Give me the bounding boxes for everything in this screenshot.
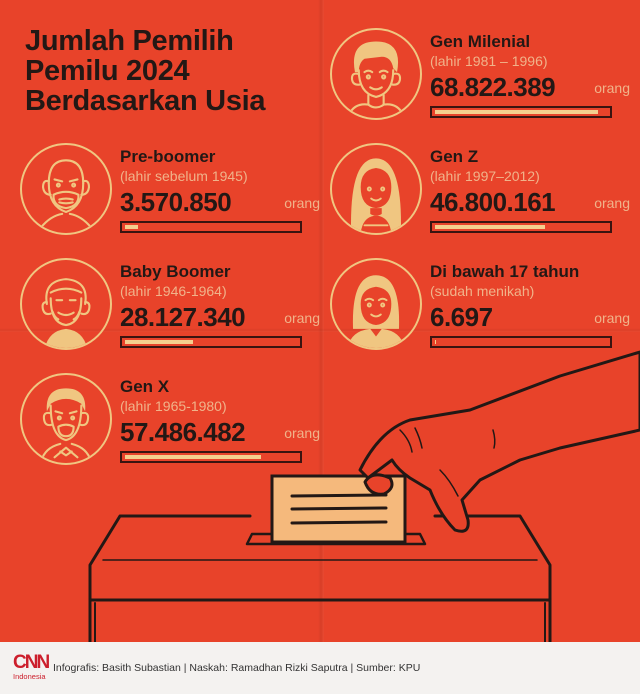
- ballot-box-illustration: [88, 350, 640, 642]
- group-bar-fill: [125, 340, 193, 344]
- group-unit: orang: [594, 310, 630, 326]
- paper-fold-vertical: [318, 0, 324, 642]
- group-bar-fill: [435, 110, 598, 114]
- group-birth-range: (lahir 1997–2012): [430, 168, 540, 184]
- group-name: Di bawah 17 tahun: [430, 262, 580, 281]
- group-card-gen-z: Gen Z (lahir 1997–2012) 46.800.161 orang: [330, 143, 630, 243]
- footer: CNN Indonesia Infografis: Basith Subasti…: [0, 642, 640, 694]
- group-unit: orang: [594, 195, 630, 211]
- group-name: Gen Z: [430, 147, 479, 166]
- group-voter-count: 6.697: [430, 302, 493, 332]
- group-unit: orang: [284, 310, 320, 326]
- group-voter-count: 57.486.482: [120, 417, 246, 447]
- group-name: Gen X: [120, 377, 170, 396]
- group-card-gen-x: Gen X (lahir 1965-1980) 57.486.482 orang: [20, 373, 320, 473]
- group-card-pre-boomer: Pre-boomer (lahir sebelum 1945) 3.570.85…: [20, 143, 320, 243]
- group-bar: [120, 336, 302, 348]
- group-name: Gen Milenial: [430, 32, 531, 51]
- group-voter-count: 46.800.161: [430, 187, 556, 217]
- group-voter-count: 28.127.340: [120, 302, 246, 332]
- cnn-indonesia-logo: CNN Indonesia: [13, 652, 50, 688]
- group-card-under-17: Di bawah 17 tahun (sudah menikah) 6.697 …: [330, 258, 630, 358]
- group-bar: [430, 221, 612, 233]
- man-goatee-icon: [20, 373, 112, 465]
- group-birth-range: (lahir 1946-1964): [120, 283, 227, 299]
- group-bar: [120, 221, 302, 233]
- group-birth-range: (lahir 1965-1980): [120, 398, 227, 414]
- group-bar-fill: [125, 225, 138, 229]
- group-unit: orang: [594, 80, 630, 96]
- group-bar: [430, 106, 612, 118]
- group-bar-fill: [435, 340, 436, 344]
- group-birth-range: (lahir 1981 – 1996): [430, 53, 548, 69]
- group-name: Baby Boomer: [120, 262, 231, 281]
- infographic-poster: Jumlah Pemilih Pemilu 2024 Berdasarkan U…: [0, 0, 640, 642]
- elderly-woman-icon: [20, 258, 112, 350]
- group-card-gen-milenial: Gen Milenial (lahir 1981 – 1996) 68.822.…: [330, 28, 630, 128]
- group-bar-fill: [435, 225, 545, 229]
- group-card-baby-boomer: Baby Boomer (lahir 1946-1964) 28.127.340…: [20, 258, 320, 358]
- group-voter-count: 68.822.389: [430, 72, 556, 102]
- young-man-icon: [330, 28, 422, 120]
- group-unit: orang: [284, 425, 320, 441]
- infographic-title: Jumlah Pemilih Pemilu 2024 Berdasarkan U…: [25, 25, 266, 117]
- young-woman-long-hair-icon: [330, 143, 422, 235]
- credits-text: Infografis: Basith Subastian | Naskah: R…: [53, 662, 421, 674]
- group-name: Pre-boomer: [120, 147, 216, 166]
- group-bar: [430, 336, 612, 348]
- group-voter-count: 3.570.850: [120, 187, 232, 217]
- group-birth-range: (lahir sebelum 1945): [120, 168, 248, 184]
- group-unit: orang: [284, 195, 320, 211]
- teen-girl-icon: [330, 258, 422, 350]
- paper-fold-horizontal: [0, 328, 640, 332]
- group-bar: [120, 451, 302, 463]
- logo-cnn-text: CNN: [13, 652, 50, 673]
- group-bar-fill: [125, 455, 261, 459]
- group-birth-range: (sudah menikah): [430, 283, 535, 299]
- logo-indonesia-text: Indonesia: [13, 672, 46, 681]
- elderly-man-bald-icon: [20, 143, 112, 235]
